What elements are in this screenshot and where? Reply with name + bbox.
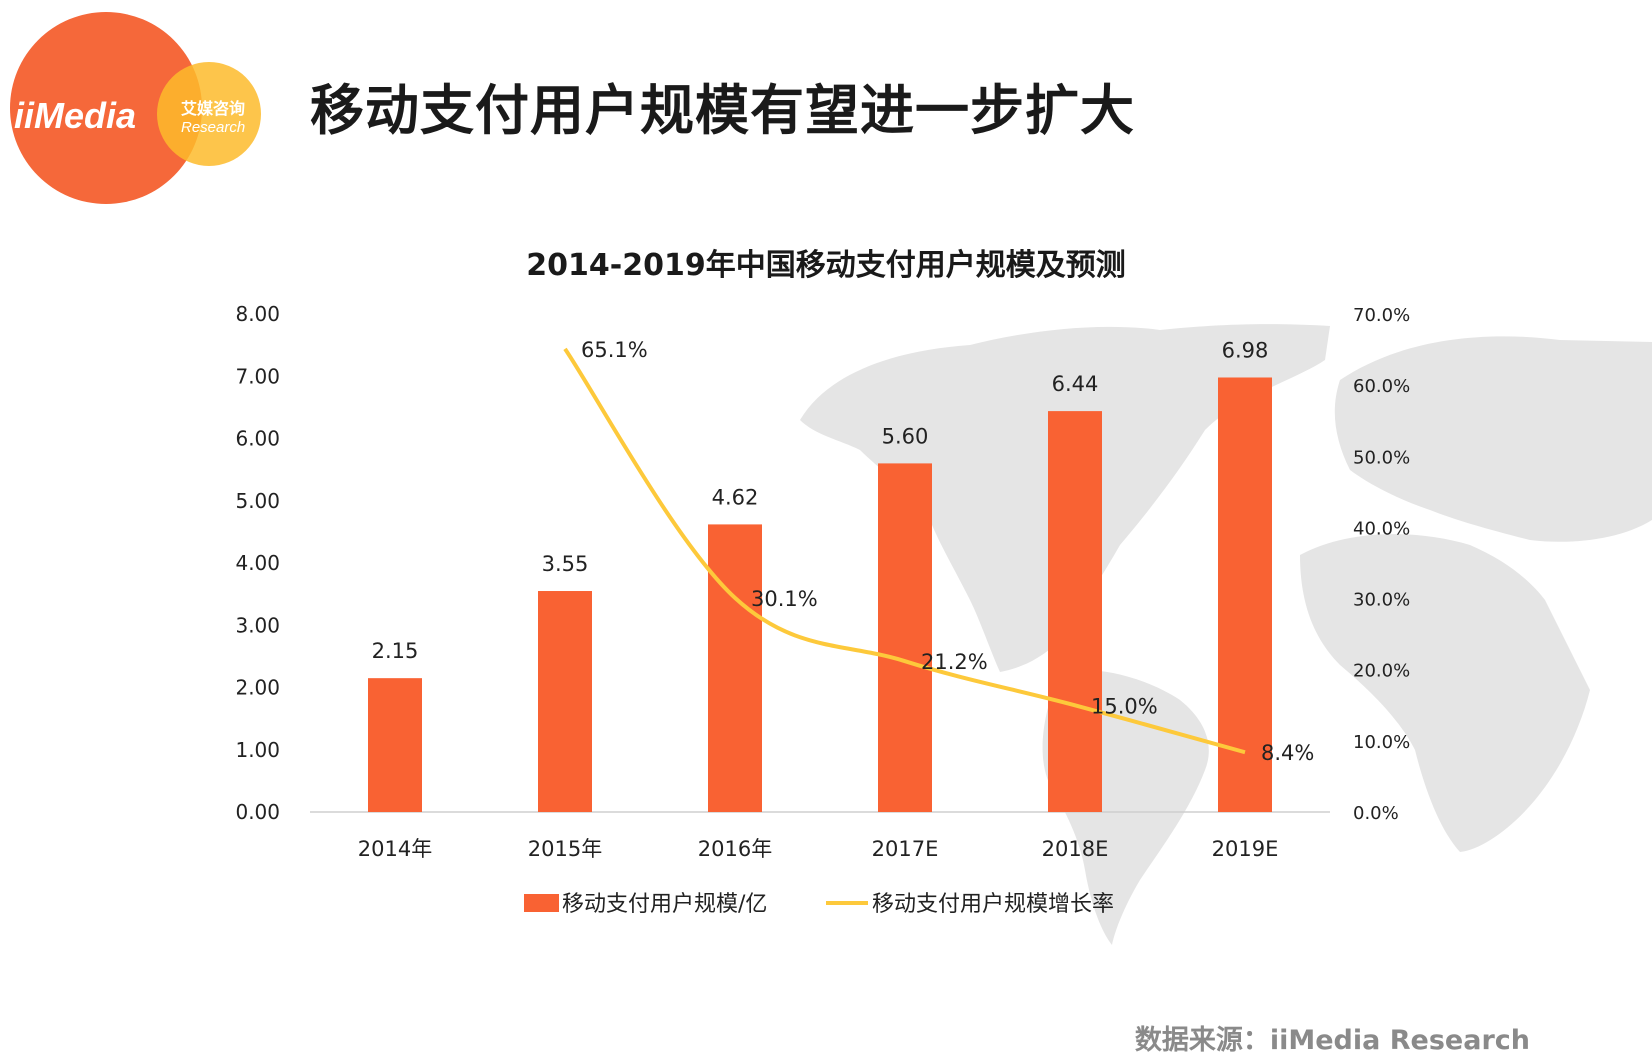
- right-axis: 0.0% 10.0% 20.0% 30.0% 40.0% 50.0% 60.0% 70.0%: [1353, 305, 1410, 824]
- growth-rate-line: [563, 347, 1246, 755]
- category-label: 2017E: [872, 837, 939, 861]
- line-value-label: 21.2%: [921, 650, 988, 674]
- right-axis-tick: 50.0%: [1353, 447, 1410, 468]
- right-axis-tick: 20.0%: [1353, 661, 1410, 682]
- legend-bar-label: 移动支付用户规模/亿: [562, 892, 767, 917]
- category-label: 2016年: [698, 837, 772, 861]
- bar-value-label: 6.44: [1052, 372, 1099, 396]
- line-value-label: 30.1%: [751, 587, 818, 611]
- bar-series: [368, 377, 1272, 812]
- line-data-labels: 65.1% 30.1% 21.2% 15.0% 8.4%: [581, 338, 1314, 765]
- page-title: 移动支付用户规模有望进一步扩大: [310, 79, 1135, 142]
- bar-value-label: 2.15: [372, 639, 419, 663]
- legend: 移动支付用户规模/亿 移动支付用户规模增长率: [524, 892, 1114, 917]
- category-label: 2019E: [1212, 837, 1279, 861]
- right-axis-tick: 10.0%: [1353, 732, 1410, 753]
- logo-accent-circle: [157, 62, 261, 166]
- line-value-label: 15.0%: [1091, 694, 1158, 718]
- left-axis-tick: 0.00: [235, 800, 280, 824]
- bar-value-label: 4.62: [712, 485, 759, 509]
- chart-title: 2014-2019年中国移动支付用户规模及预测: [526, 248, 1126, 283]
- right-axis-tick: 40.0%: [1353, 518, 1410, 539]
- bar: [1218, 377, 1272, 812]
- logo-brand-text: iiMedia: [14, 95, 136, 136]
- left-axis-tick: 6.00: [235, 427, 280, 451]
- logo-sub-text: Research: [181, 119, 245, 136]
- right-axis-tick: 60.0%: [1353, 376, 1410, 397]
- bar-value-label: 6.98: [1222, 338, 1269, 362]
- line-value-label: 65.1%: [581, 338, 648, 362]
- category-label: 2014年: [358, 837, 432, 861]
- logo-main-circle: [10, 12, 202, 204]
- left-axis-tick: 7.00: [235, 364, 280, 388]
- bar-value-label: 3.55: [542, 552, 589, 576]
- bar: [368, 678, 422, 812]
- category-axis: 2014年 2015年 2016年 2017E 2018E 2019E: [358, 837, 1279, 861]
- right-axis-tick: 0.0%: [1353, 803, 1399, 824]
- bar-value-label: 5.60: [882, 424, 929, 448]
- bar: [1048, 411, 1102, 812]
- bar-data-labels: 2.15 3.55 4.62 5.60 6.44 6.98: [372, 338, 1269, 663]
- line-series: [563, 347, 1246, 755]
- logo-cn-text: 艾媒咨询: [181, 99, 245, 118]
- left-axis-tick: 5.00: [235, 489, 280, 513]
- bar: [878, 463, 932, 812]
- right-axis-tick: 30.0%: [1353, 590, 1410, 611]
- data-source: 数据来源：iiMedia Research: [1134, 1025, 1530, 1056]
- legend-line-label: 移动支付用户规模增长率: [872, 892, 1114, 917]
- bar: [538, 591, 592, 812]
- left-axis-tick: 8.00: [235, 302, 280, 326]
- bar: [708, 524, 762, 812]
- left-axis: 0.00 1.00 2.00 3.00 4.00 5.00 6.00 7.00 8.00: [235, 302, 280, 824]
- left-axis-tick: 4.00: [235, 551, 280, 575]
- category-label: 2018E: [1042, 837, 1109, 861]
- right-axis-tick: 70.0%: [1353, 305, 1410, 326]
- left-axis-tick: 3.00: [235, 613, 280, 637]
- left-axis-tick: 1.00: [235, 738, 280, 762]
- legend-bar-swatch: [524, 894, 559, 912]
- chart-axes: 0.00 1.00 2.00 3.00 4.00 5.00 6.00 7.00 8.00 0.0…: [235, 302, 1410, 861]
- line-value-label: 8.4%: [1261, 741, 1314, 765]
- left-axis-tick: 2.00: [235, 676, 280, 700]
- iimedia-logo: iiMedia 艾媒咨询 Research: [10, 12, 261, 204]
- category-label: 2015年: [528, 837, 602, 861]
